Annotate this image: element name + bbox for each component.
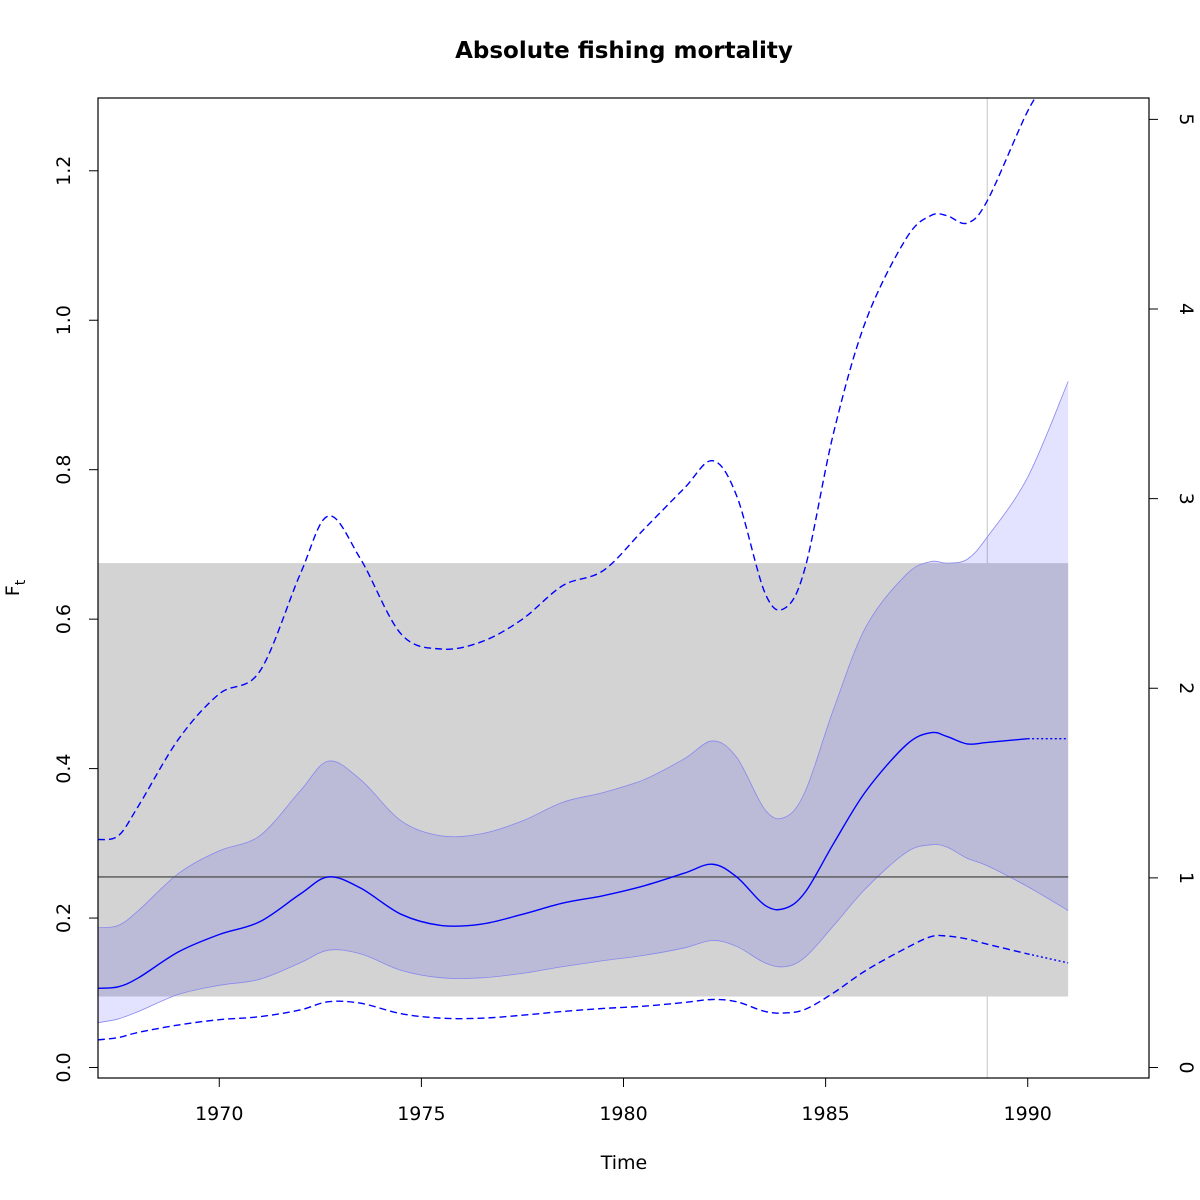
- y-axis-label: Ft: [2, 579, 29, 596]
- y2-tick-label: 1: [1175, 872, 1197, 884]
- y-tick-label: 0.4: [53, 753, 75, 783]
- y2-tick-label: 0: [1175, 1061, 1197, 1073]
- x-axis-label: Time: [600, 1152, 648, 1174]
- y2-tick-label: 3: [1175, 493, 1197, 505]
- confidence-band-upper-edge: [98, 381, 1069, 929]
- x-tick-label: 1975: [397, 1103, 445, 1125]
- y-axis-label-subscript: t: [13, 579, 29, 585]
- x-tick-label: 1990: [1004, 1103, 1052, 1125]
- y-tick-label: 1.2: [53, 156, 75, 186]
- y-axis-right: 0 1 2 3 4 5: [1149, 113, 1197, 1074]
- y-tick-label: 0.6: [53, 604, 75, 634]
- y-axis-label-main: F: [2, 585, 24, 596]
- y-tick-label: 0.0: [53, 1052, 75, 1082]
- plot-area: [98, 98, 1069, 1078]
- x-tick-label: 1985: [801, 1103, 849, 1125]
- series-dashed-lower: [98, 934, 1028, 1041]
- y-tick-label: 1.0: [53, 305, 75, 335]
- confidence-band-lower-edge: [98, 844, 1069, 1024]
- x-tick-label: 1980: [599, 1103, 647, 1125]
- y2-tick-label: 2: [1175, 682, 1197, 694]
- chart-title: Absolute fishing mortality: [455, 38, 793, 64]
- series-estimate: [98, 731, 1028, 989]
- series-dashed-upper: [98, 98, 1036, 841]
- confidence-band: [98, 381, 1069, 1023]
- y2-tick-label: 5: [1175, 113, 1197, 125]
- y-tick-label: 0.2: [53, 903, 75, 933]
- x-axis: 1970 1975 1980 1985 1990: [195, 1077, 1052, 1125]
- x-tick-label: 1970: [195, 1103, 243, 1125]
- reference-region: [98, 563, 1069, 997]
- y2-tick-label: 4: [1175, 303, 1197, 315]
- y-tick-label: 0.8: [53, 455, 75, 485]
- plot-layers: [98, 98, 1069, 1078]
- y-axis-left: 0.0 0.2 0.4 0.6 0.8 1.0 1.2: [53, 156, 98, 1083]
